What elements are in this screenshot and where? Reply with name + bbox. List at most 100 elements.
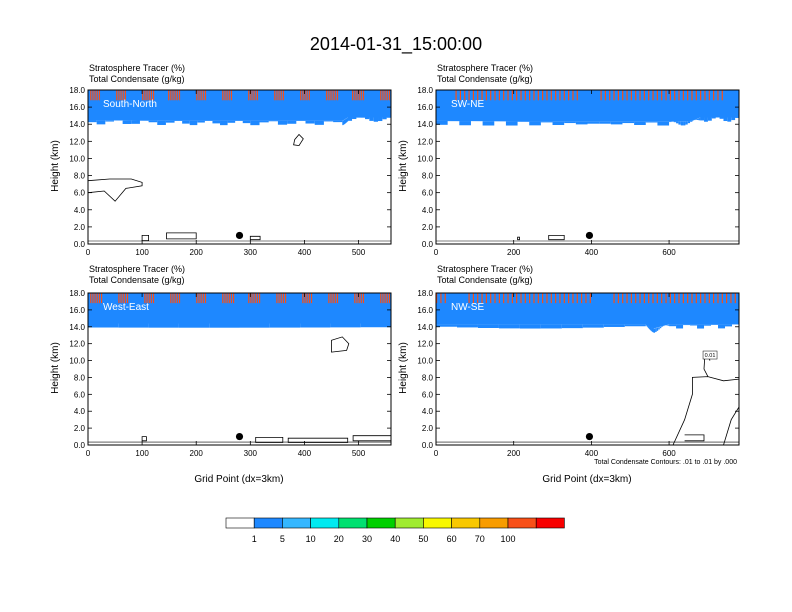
condensate-contour bbox=[141, 436, 147, 442]
y-tick-label: 2.0 bbox=[74, 424, 86, 433]
colorbar-swatch bbox=[451, 517, 481, 529]
y-tick-label: 18.0 bbox=[69, 86, 85, 95]
y-tick-label: 10.0 bbox=[417, 154, 433, 163]
panel-header-line1: Stratosphere Tracer (%) bbox=[437, 264, 533, 274]
tracer-fringe bbox=[88, 323, 391, 328]
x-tick-label: 200 bbox=[507, 449, 521, 458]
colorbar-swatch bbox=[394, 517, 424, 529]
y-tick-label: 8.0 bbox=[422, 373, 434, 382]
contour-label-box bbox=[702, 350, 718, 360]
condensate-contour bbox=[287, 437, 349, 443]
location-marker bbox=[235, 231, 244, 240]
colorbar-label: 5 bbox=[280, 534, 285, 544]
y-tick-label: 6.0 bbox=[422, 189, 434, 198]
y-axis-label: Height (km) bbox=[50, 342, 61, 394]
y-tick-label: 10.0 bbox=[417, 357, 433, 366]
tracer-fringe bbox=[436, 117, 739, 126]
y-tick-label: 16.0 bbox=[417, 306, 433, 315]
colorbar-swatch bbox=[253, 517, 283, 529]
y-tick-label: 6.0 bbox=[422, 390, 434, 399]
y-tick-label: 0.0 bbox=[422, 240, 434, 249]
tracer-band bbox=[88, 90, 391, 121]
colorbar-swatch bbox=[535, 517, 565, 529]
tracer-fringe bbox=[436, 324, 739, 333]
y-tick-label: 8.0 bbox=[422, 172, 434, 181]
colorbar-label: 70 bbox=[475, 534, 485, 544]
y-tick-label: 16.0 bbox=[417, 103, 433, 112]
condensate-contour bbox=[88, 178, 143, 202]
x-tick-label: 0 bbox=[434, 248, 439, 257]
y-tick-label: 0.0 bbox=[422, 441, 434, 450]
y-tick-label: 4.0 bbox=[74, 407, 86, 416]
tracer-fringe bbox=[88, 117, 391, 126]
condensate-contour bbox=[517, 236, 520, 241]
x-tick-label: 200 bbox=[190, 248, 204, 257]
panel-header-line2: Total Condensate (g/kg) bbox=[437, 275, 533, 285]
x-tick-label: 400 bbox=[585, 449, 599, 458]
x-tick-label: 600 bbox=[662, 449, 676, 458]
tracer-streaks bbox=[436, 293, 736, 304]
colorbar-swatch bbox=[225, 517, 255, 529]
condensate-contour bbox=[255, 437, 284, 443]
plot-frame bbox=[87, 89, 392, 245]
y-tick-label: 4.0 bbox=[74, 206, 86, 215]
x-tick-label: 400 bbox=[585, 248, 599, 257]
y-tick-label: 14.0 bbox=[417, 120, 433, 129]
colorbar-label: 30 bbox=[362, 534, 372, 544]
y-tick-label: 14.0 bbox=[69, 323, 85, 332]
location-marker bbox=[585, 432, 594, 441]
y-tick-label: 12.0 bbox=[69, 137, 85, 146]
tracer-band bbox=[88, 293, 391, 324]
condensate-contour bbox=[166, 232, 197, 240]
colorbar-label: 100 bbox=[500, 534, 515, 544]
panel-header-line2: Total Condensate (g/kg) bbox=[89, 275, 185, 285]
colorbar-swatch bbox=[310, 517, 340, 529]
x-tick-label: 100 bbox=[135, 248, 149, 257]
y-tick-label: 12.0 bbox=[69, 340, 85, 349]
colorbar-swatch bbox=[338, 517, 368, 529]
x-tick-label: 100 bbox=[135, 449, 149, 458]
x-tick-label: 0 bbox=[434, 449, 439, 458]
panel-header-line1: Stratosphere Tracer (%) bbox=[437, 63, 533, 73]
colorbar-label: 10 bbox=[306, 534, 316, 544]
x-tick-label: 0 bbox=[86, 449, 91, 458]
x-axis-label: Grid Point (dx=3km) bbox=[194, 474, 283, 485]
tracer-streaks bbox=[90, 90, 391, 101]
y-tick-label: 12.0 bbox=[417, 137, 433, 146]
x-tick-label: 400 bbox=[298, 449, 312, 458]
colorbar-swatch bbox=[479, 517, 509, 529]
condensate-contour bbox=[352, 435, 391, 442]
y-tick-label: 10.0 bbox=[69, 154, 85, 163]
condensate-contour bbox=[684, 434, 705, 442]
y-tick-label: 16.0 bbox=[69, 103, 85, 112]
plot-frame bbox=[435, 292, 740, 446]
colorbar-swatch bbox=[366, 517, 396, 529]
colorbar-label: 1 bbox=[252, 534, 257, 544]
condensate-contour bbox=[548, 235, 565, 241]
y-tick-label: 18.0 bbox=[417, 86, 433, 95]
panel-header-line2: Total Condensate (g/kg) bbox=[89, 74, 185, 84]
tracer-streaks bbox=[90, 293, 391, 304]
x-tick-label: 0 bbox=[86, 248, 91, 257]
location-marker bbox=[585, 231, 594, 240]
condensate-contour bbox=[331, 336, 350, 353]
x-tick-label: 500 bbox=[352, 248, 366, 257]
y-tick-label: 6.0 bbox=[74, 390, 86, 399]
y-tick-label: 0.0 bbox=[74, 441, 86, 450]
y-tick-label: 4.0 bbox=[422, 407, 434, 416]
panel-label: South-North bbox=[103, 99, 157, 110]
x-tick-label: 300 bbox=[244, 248, 258, 257]
y-tick-label: 16.0 bbox=[69, 306, 85, 315]
panel-sw-ne: Stratosphere Tracer (%) Total Condensate… bbox=[398, 63, 740, 257]
x-tick-label: 500 bbox=[352, 449, 366, 458]
condensate-contour bbox=[293, 133, 304, 147]
plot-frame bbox=[435, 89, 740, 245]
figure-title: 2014-01-31_15:00:00 bbox=[310, 34, 482, 55]
y-tick-label: 12.0 bbox=[417, 340, 433, 349]
panel-header-line1: Stratosphere Tracer (%) bbox=[89, 264, 185, 274]
x-tick-label: 300 bbox=[244, 449, 258, 458]
y-tick-label: 6.0 bbox=[74, 189, 86, 198]
panel-header-line1: Stratosphere Tracer (%) bbox=[89, 63, 185, 73]
y-axis-label: Height (km) bbox=[50, 140, 61, 192]
